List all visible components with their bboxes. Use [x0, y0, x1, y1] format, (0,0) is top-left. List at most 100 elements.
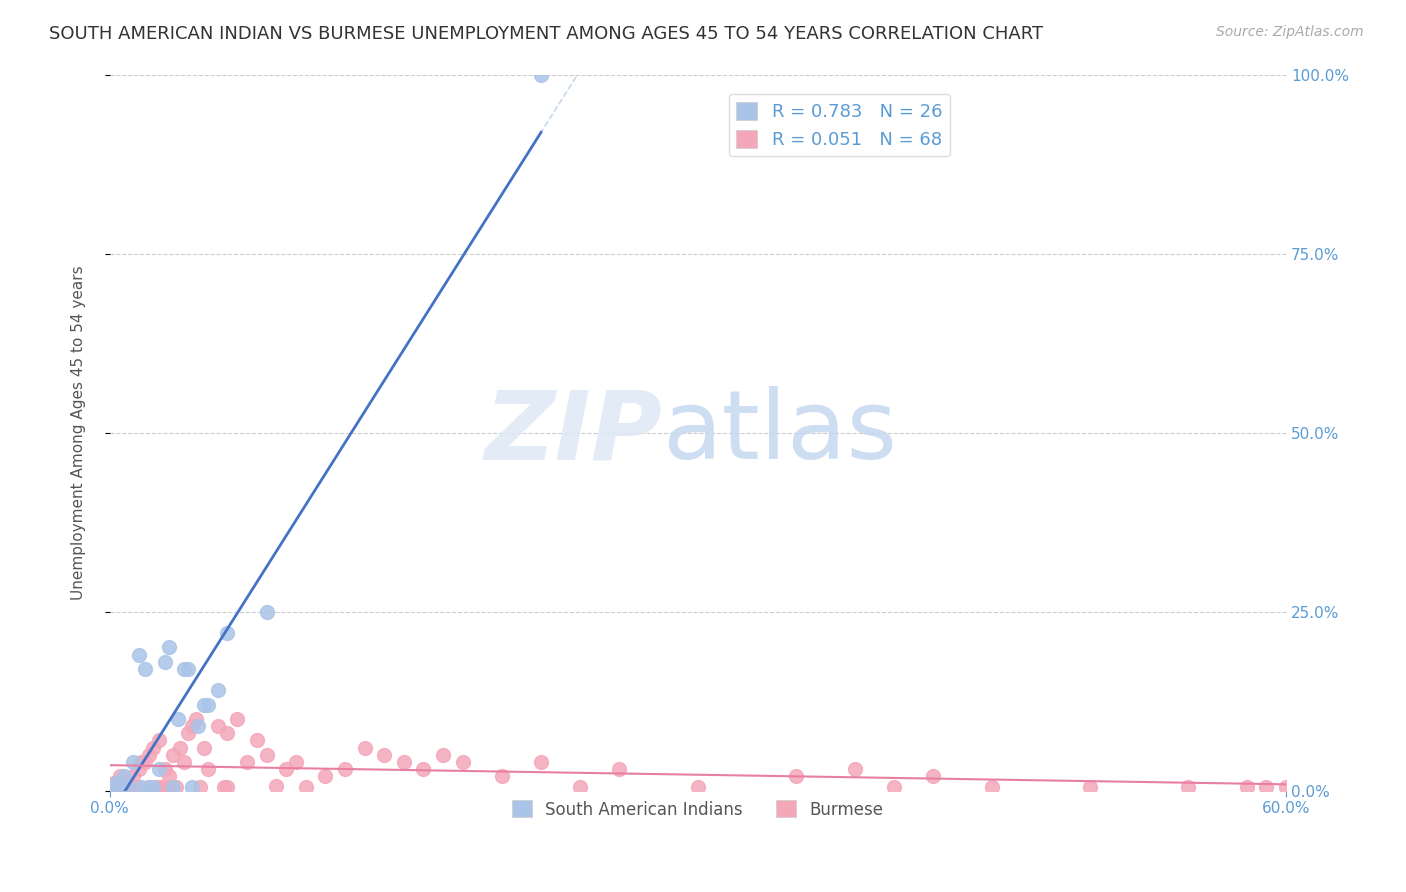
Point	[153, 655, 176, 669]
Point	[193, 698, 215, 712]
Point	[883, 780, 905, 794]
Point	[169, 740, 191, 755]
Point	[276, 762, 298, 776]
Point	[1078, 780, 1101, 794]
Text: ZIP: ZIP	[485, 386, 662, 479]
Point	[193, 740, 215, 755]
Point	[188, 780, 211, 794]
Point	[173, 662, 195, 676]
Point	[256, 605, 278, 619]
Point	[285, 755, 308, 769]
Point	[128, 648, 150, 662]
Point	[103, 776, 125, 790]
Point	[148, 762, 170, 776]
Point	[148, 733, 170, 747]
Point	[1256, 780, 1278, 794]
Point	[114, 780, 136, 794]
Text: Source: ZipAtlas.com: Source: ZipAtlas.com	[1216, 25, 1364, 39]
Point	[530, 755, 553, 769]
Point	[104, 780, 127, 794]
Point	[157, 640, 180, 655]
Point	[177, 726, 200, 740]
Point	[138, 747, 160, 762]
Point	[177, 662, 200, 676]
Point	[686, 780, 709, 794]
Point	[149, 780, 172, 794]
Point	[212, 780, 235, 794]
Point	[104, 780, 127, 794]
Point	[118, 780, 141, 794]
Point	[333, 762, 356, 776]
Point	[122, 755, 145, 769]
Point	[162, 780, 184, 794]
Point	[166, 780, 188, 794]
Point	[217, 780, 239, 794]
Point	[236, 755, 259, 769]
Text: SOUTH AMERICAN INDIAN VS BURMESE UNEMPLOYMENT AMONG AGES 45 TO 54 YEARS CORRELAT: SOUTH AMERICAN INDIAN VS BURMESE UNEMPLO…	[49, 25, 1043, 43]
Point	[134, 662, 156, 676]
Point	[246, 733, 269, 747]
Point	[118, 776, 141, 790]
Point	[127, 780, 149, 794]
Point	[142, 780, 165, 794]
Point	[117, 780, 139, 794]
Point	[207, 683, 229, 698]
Point	[266, 780, 288, 794]
Point	[922, 769, 945, 783]
Point	[412, 762, 434, 776]
Point	[373, 747, 395, 762]
Point	[569, 780, 592, 794]
Point	[122, 769, 145, 783]
Point	[138, 780, 160, 794]
Point	[108, 769, 131, 783]
Point	[530, 68, 553, 82]
Point	[157, 769, 180, 783]
Point	[167, 712, 190, 726]
Point	[162, 747, 184, 762]
Point	[314, 769, 336, 783]
Point	[110, 780, 132, 794]
Point	[134, 755, 156, 769]
Point	[157, 780, 180, 794]
Point	[609, 762, 631, 776]
Point	[129, 755, 152, 769]
Point	[295, 780, 318, 794]
Point	[146, 780, 169, 794]
Point	[153, 762, 176, 776]
Point	[1236, 780, 1258, 794]
Point	[101, 780, 124, 794]
Point	[142, 740, 165, 755]
Point	[112, 769, 135, 783]
Point	[101, 780, 124, 794]
Point	[184, 712, 207, 726]
Point	[1177, 780, 1199, 794]
Point	[108, 780, 131, 794]
Point	[181, 780, 204, 794]
Point	[451, 755, 474, 769]
Point	[197, 698, 219, 712]
Point	[785, 769, 807, 783]
Point	[128, 762, 150, 776]
Point	[353, 740, 375, 755]
Point	[844, 762, 866, 776]
Point	[104, 776, 127, 790]
Point	[432, 747, 454, 762]
Point	[129, 780, 152, 794]
Point	[181, 719, 204, 733]
Point	[256, 747, 278, 762]
Point	[138, 780, 160, 794]
Point	[207, 719, 229, 733]
Point	[173, 755, 195, 769]
Point	[980, 780, 1002, 794]
Point	[1275, 780, 1298, 794]
Point	[197, 762, 219, 776]
Point	[491, 769, 513, 783]
Point	[187, 719, 209, 733]
Point	[392, 755, 415, 769]
Point	[226, 712, 249, 726]
Point	[217, 626, 239, 640]
Point	[217, 726, 239, 740]
Y-axis label: Unemployment Among Ages 45 to 54 years: Unemployment Among Ages 45 to 54 years	[72, 265, 86, 600]
Legend: South American Indians, Burmese: South American Indians, Burmese	[505, 794, 890, 825]
Text: atlas: atlas	[662, 386, 898, 479]
